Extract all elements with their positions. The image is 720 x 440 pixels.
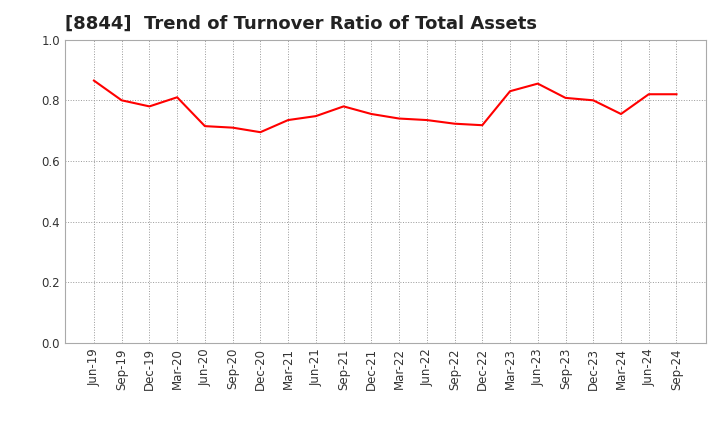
Text: [8844]  Trend of Turnover Ratio of Total Assets: [8844] Trend of Turnover Ratio of Total … xyxy=(65,15,537,33)
